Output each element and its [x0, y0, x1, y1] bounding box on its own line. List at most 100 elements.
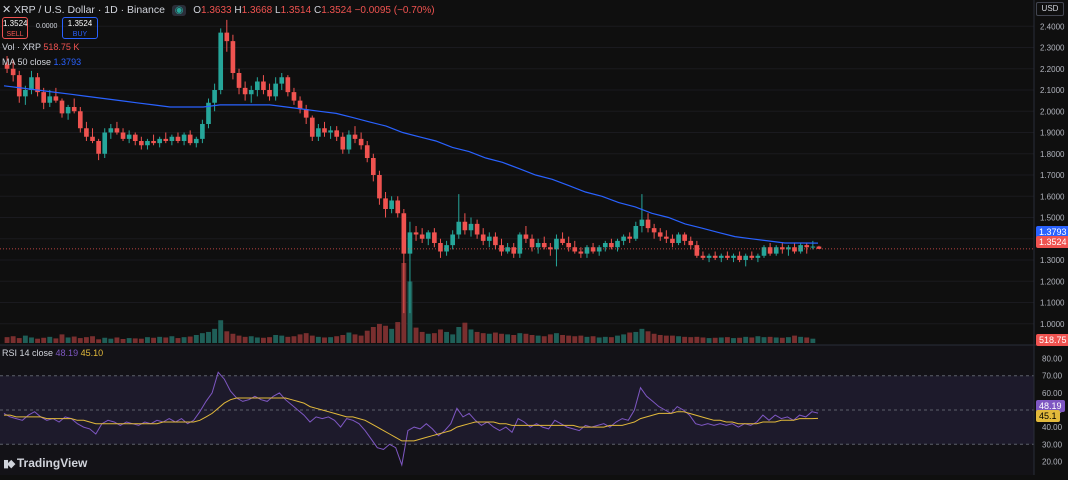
candle-body	[65, 107, 71, 114]
volume-bar	[309, 335, 315, 343]
volume-bar	[47, 336, 53, 343]
candle-body	[358, 138, 364, 146]
volume-bar	[181, 337, 187, 343]
o-value: 1.3633	[201, 5, 232, 16]
volume-bar	[90, 336, 95, 343]
candle-body	[84, 128, 89, 137]
candle-body	[486, 236, 492, 241]
candle-body	[145, 141, 150, 146]
candle-body	[645, 219, 651, 229]
candle-body	[10, 68, 16, 76]
volume-bar	[77, 338, 83, 343]
volume-bar	[315, 336, 321, 343]
candle-body	[786, 247, 791, 250]
volume-bar	[804, 337, 810, 343]
candle-body	[712, 255, 718, 258]
rsi-tick-label: 80.00	[1042, 355, 1063, 364]
candle-body	[77, 111, 83, 129]
candle-body	[773, 247, 779, 254]
volume-bar	[700, 337, 706, 343]
volume-bar	[480, 333, 486, 343]
candle-body	[438, 243, 443, 252]
volume-bar	[761, 337, 767, 343]
volume-bar	[102, 337, 108, 343]
price-tick-label: 1.8000	[1040, 150, 1065, 159]
l-label: L	[275, 5, 281, 16]
candle-body	[816, 246, 822, 249]
volume-bar	[431, 333, 437, 343]
candle-body	[157, 138, 162, 144]
volume-bar	[755, 336, 761, 343]
rsi-legend-value: 48.19	[55, 348, 79, 358]
candle-body	[163, 138, 169, 141]
volume-bar	[505, 334, 511, 343]
close-icon[interactable]: ✕	[2, 4, 12, 16]
candle-body	[132, 134, 138, 141]
candle-body	[676, 234, 681, 243]
sell-button[interactable]: 1.3524 SELL	[2, 17, 28, 39]
candle-body	[377, 175, 382, 199]
symbol-header[interactable]: ✕ XRP / U.S. Dollar · 1D · Binance ◉ O1.…	[2, 3, 435, 16]
volume-bar	[639, 328, 645, 343]
candle-body	[206, 102, 211, 124]
eye-icon[interactable]: ◉	[171, 5, 187, 16]
volume-bar	[273, 335, 279, 343]
volume-bar	[83, 337, 89, 343]
candle-body	[364, 145, 370, 158]
volume-bar	[572, 336, 578, 343]
volume-bar	[810, 338, 816, 343]
rsi-ma-value-label: 45.1	[1036, 410, 1060, 422]
candle-body	[578, 251, 584, 254]
candle-body	[554, 238, 559, 250]
volume-bar	[151, 337, 157, 343]
brand-logo: ▮◆ TradingView	[3, 456, 87, 470]
candle-body	[53, 96, 59, 101]
volume-bar	[492, 332, 498, 343]
price-tick-label: 2.3000	[1040, 44, 1065, 53]
candle-body	[35, 77, 40, 93]
ma-legend[interactable]: MA 50 close 1.3793	[2, 57, 81, 67]
volume-bar	[615, 335, 620, 343]
volume-bar	[676, 336, 681, 343]
candle-body	[541, 243, 547, 248]
volume-bar	[584, 336, 590, 343]
volume-bar	[212, 328, 218, 343]
candle-body	[694, 245, 700, 256]
candle-body	[407, 232, 413, 254]
candle-body	[529, 238, 535, 248]
volume-bar	[767, 336, 773, 343]
candle-body	[285, 77, 291, 93]
volume-bar	[126, 338, 132, 343]
volume-bar	[260, 337, 266, 343]
volume-bar	[303, 333, 309, 343]
currency-selector[interactable]: USD	[1036, 2, 1064, 16]
candle-body	[761, 247, 767, 256]
candle-body	[621, 236, 626, 241]
candle-body	[548, 247, 553, 250]
candle-body	[236, 73, 242, 88]
rsi-tick-label: 40.00	[1042, 423, 1063, 432]
last-price-text: 1.3524	[1039, 237, 1067, 247]
candle-body	[120, 132, 126, 139]
volume-bar	[499, 333, 504, 343]
volume-bar	[389, 328, 395, 343]
candle-body	[126, 134, 132, 139]
o-label: O	[193, 5, 202, 16]
candle-body	[462, 221, 468, 231]
volume-bar	[694, 336, 700, 343]
candle-body	[316, 128, 321, 137]
volume-bar	[340, 335, 346, 343]
candle-body	[23, 90, 28, 97]
volume-bar	[169, 336, 175, 343]
volume-bar	[779, 337, 785, 343]
rsi-legend[interactable]: RSI 14 close 48.19 45.10	[2, 348, 103, 358]
volume-legend[interactable]: Vol · XRP 518.75 K	[2, 42, 79, 52]
candle-body	[71, 107, 77, 112]
candle-body	[401, 213, 407, 254]
buy-button[interactable]: 1.3524 BUY	[62, 17, 98, 39]
candle-body	[493, 236, 498, 246]
volume-bar	[206, 331, 211, 343]
